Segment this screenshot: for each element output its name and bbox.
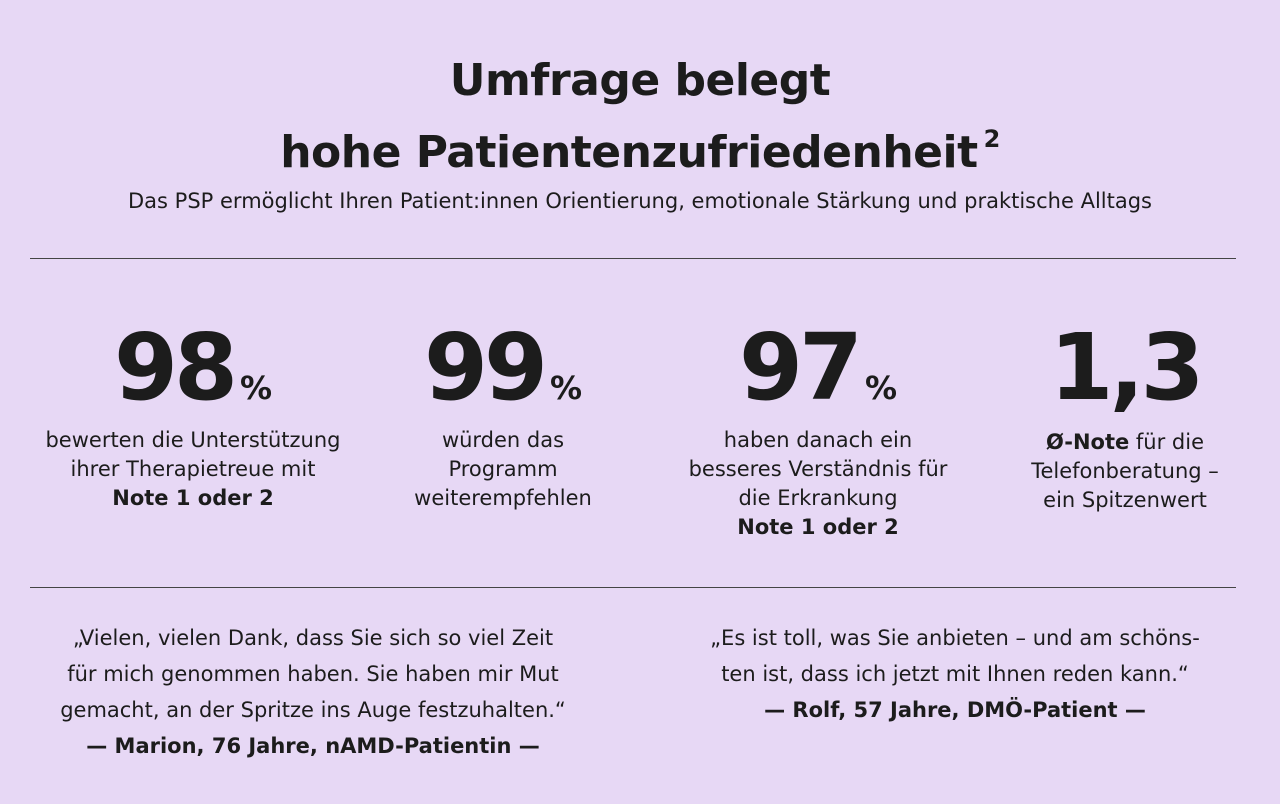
stat-description: bewerten die Unterstützung ihrer Therapi… (20, 426, 366, 513)
quote-line: „Es ist toll, was Sie anbieten – und am … (710, 626, 1200, 650)
top-divider (30, 258, 1236, 259)
stat-desc-bold: Ø-Note (1045, 430, 1130, 454)
page-title: Umfrage belegt hohe Patientenzufriedenhe… (0, 52, 1280, 182)
quote-author: — Marion, 76 Jahre, nAMD-Patientin — (86, 734, 540, 758)
stat-value: 98% (20, 318, 366, 418)
stat-desc-line: bewerten die Unterstützung (45, 428, 341, 452)
subtitle: Das PSP ermöglicht Ihren Patient:innen O… (128, 189, 1152, 213)
quote-line: ten ist, dass ich jetzt mit Ihnen reden … (721, 662, 1189, 686)
title-footnote: 2 (983, 125, 1001, 153)
stat-number: 99 (423, 314, 548, 421)
stat-therapietreue: 98% bewerten die Unterstützung ihrer The… (20, 318, 366, 513)
stat-desc-line: Programm (448, 457, 558, 481)
title-line-2-text: hohe Patientenzufriedenheit (280, 127, 978, 178)
stat-desc-bold: Note 1 oder 2 (737, 515, 899, 539)
stat-verstaendnis: 97% haben danach ein besseres Verständni… (660, 318, 976, 542)
stat-desc-line: für die (1129, 430, 1205, 454)
title-line-2: hohe Patientenzufriedenheit 2 (0, 110, 1280, 182)
quote-line: gemacht, an der Spritze ins Auge festzuh… (60, 698, 566, 722)
stat-value: 1,3 (1000, 318, 1250, 418)
title-line-1: Umfrage belegt (449, 55, 831, 106)
stat-unit: % (549, 369, 583, 407)
stat-description: Ø-Note für die Telefonberatung – ein Spi… (1000, 428, 1250, 515)
quote-line: „Vielen, vielen Dank, dass Sie sich so v… (72, 626, 554, 650)
stat-durchschnittsnote: 1,3 Ø-Note für die Telefonberatung – ein… (1000, 318, 1250, 515)
stat-unit: % (239, 369, 273, 407)
quote-marion: „Vielen, vielen Dank, dass Sie sich so v… (20, 620, 606, 764)
stat-number: 98 (113, 314, 238, 421)
stat-desc-line: ein Spitzenwert (1043, 488, 1207, 512)
stat-desc-line: besseres Verständnis für (688, 457, 948, 481)
quote-line: für mich genommen haben. Sie haben mir M… (67, 662, 559, 686)
stat-number: 97 (738, 314, 863, 421)
stat-desc-line: Telefonberatung – (1031, 459, 1219, 483)
stat-desc-line: würden das (441, 428, 565, 452)
stat-desc-line: weiterempfehlen (414, 486, 592, 510)
stat-value: 99% (370, 318, 636, 418)
quote-author: — Rolf, 57 Jahre, DMÖ-Patient — (764, 698, 1146, 722)
stat-description: haben danach ein besseres Verständnis fü… (660, 426, 976, 542)
stat-desc-bold: Note 1 oder 2 (112, 486, 274, 510)
bottom-divider (30, 587, 1236, 588)
stat-desc-line: ihrer Therapietreue mit (70, 457, 316, 481)
quote-rolf: „Es ist toll, was Sie anbieten – und am … (650, 620, 1260, 728)
stat-desc-line: die Erkrankung (738, 486, 898, 510)
stat-description: würden das Programm weiterempfehlen (370, 426, 636, 513)
stat-unit: % (864, 369, 898, 407)
stat-desc-line: haben danach ein (723, 428, 913, 452)
stat-number: 1,3 (1049, 314, 1205, 421)
stat-weiterempfehlung: 99% würden das Programm weiterempfehlen (370, 318, 636, 513)
stat-value: 97% (660, 318, 976, 418)
